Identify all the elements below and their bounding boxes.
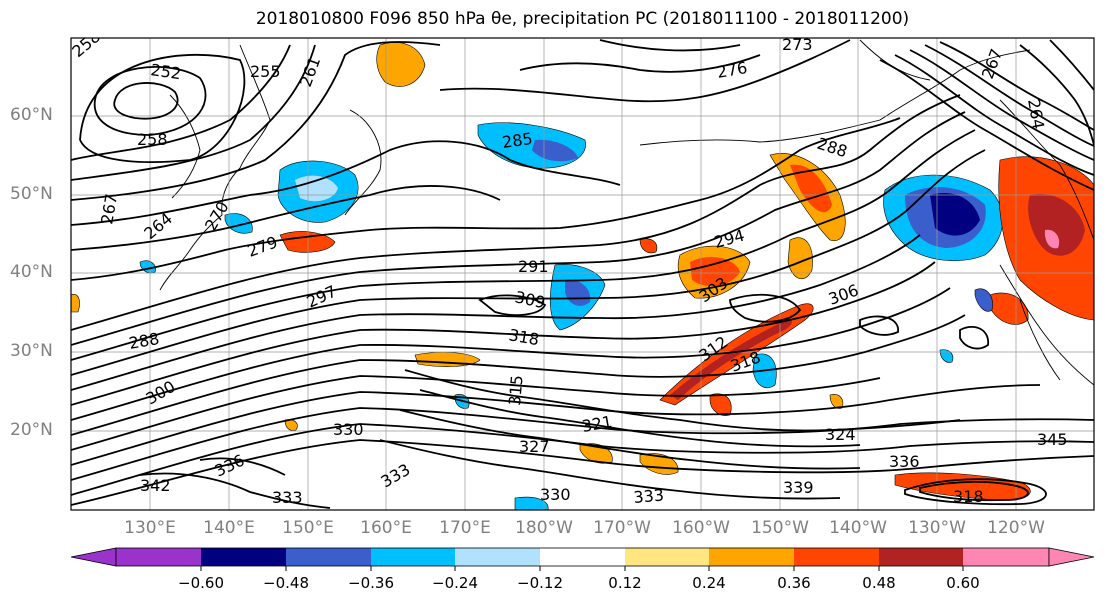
lon-label-180w: 180°W	[515, 518, 573, 538]
contour-label: 258	[137, 130, 168, 149]
colorbar-extend-high	[1048, 547, 1095, 567]
colorbar-tick-label: −0.36	[348, 574, 394, 592]
colorbar-segment	[540, 548, 625, 566]
contour-label: 327	[519, 437, 550, 456]
contour-labels: 258 252 255 261 273 276 267 264 258 285 …	[71, 35, 1068, 507]
lon-label-140e: 140°E	[203, 518, 255, 538]
theta-e-contours	[71, 39, 1094, 509]
colorbar-segment	[963, 548, 1049, 566]
colorbar-tick-label: 0.60	[946, 574, 980, 592]
map-area: 258 252 255 261 273 276 267 264 258 285 …	[71, 35, 1094, 510]
contour-label: 330	[540, 485, 571, 504]
lon-label-140w: 140°W	[829, 518, 887, 538]
lon-label-150e: 150°E	[282, 518, 334, 538]
lat-label-60n: 60°N	[10, 105, 53, 125]
contour-label: 339	[783, 478, 814, 497]
contour-label: 330	[333, 420, 364, 439]
lon-label-150w: 150°W	[751, 518, 809, 538]
colorbar-tick-label: −0.24	[432, 574, 478, 592]
colorbar-tick-label: 0.36	[777, 574, 811, 592]
contour-label: 285	[501, 129, 534, 152]
colorbar	[70, 547, 1095, 571]
lon-label-120w: 120°W	[987, 518, 1045, 538]
contour-label: 324	[825, 425, 856, 444]
lon-label-160e: 160°E	[360, 518, 412, 538]
colorbar-tick-label: 0.24	[692, 574, 726, 592]
lat-label-20n: 20°N	[10, 420, 53, 440]
map-title: 2018010800 F096 850 hPa θe, precipitatio…	[255, 9, 910, 29]
contour-label: 318	[953, 487, 984, 506]
colorbar-segment	[625, 548, 709, 566]
lat-label-50n: 50°N	[10, 184, 53, 204]
colorbar-segment	[116, 548, 201, 566]
contour-label: 252	[149, 60, 182, 83]
contour-label: 333	[272, 488, 303, 507]
lon-label-130e: 130°E	[124, 518, 176, 538]
colorbar-segment	[286, 548, 371, 566]
contour-label: 291	[518, 257, 549, 276]
colorbar-segment	[709, 548, 794, 566]
map-frame	[70, 37, 1095, 511]
colorbar-segment	[879, 548, 963, 566]
colorbar-tick-label: −0.48	[263, 574, 309, 592]
colorbar-segment	[455, 548, 540, 566]
colorbar-segment	[794, 548, 879, 566]
contour-label: 345	[1037, 430, 1068, 449]
colorbar-extend-low	[70, 547, 117, 567]
contour-label: 342	[140, 476, 171, 495]
contour-label: 333	[633, 485, 665, 507]
colorbar-segment	[201, 548, 286, 566]
contour-label: 315	[505, 374, 527, 406]
contour-label: 273	[782, 35, 813, 54]
contour-label: 336	[889, 452, 920, 471]
lon-label-170w: 170°W	[593, 518, 651, 538]
colorbar-tick-label: −0.12	[517, 574, 563, 592]
colorbar-tick-label: 0.48	[862, 574, 896, 592]
lon-label-160w: 160°W	[672, 518, 730, 538]
colorbar-tick-label: 0.12	[608, 574, 642, 592]
lat-label-30n: 30°N	[10, 341, 53, 361]
colorbar-segments	[115, 547, 1050, 567]
lat-label-40n: 40°N	[10, 262, 53, 282]
contour-label: 255	[250, 62, 281, 81]
colorbar-segment	[371, 548, 455, 566]
colorbar-tick-label: −0.60	[178, 574, 224, 592]
lon-label-130w: 130°W	[908, 518, 966, 538]
lon-label-170e: 170°E	[439, 518, 491, 538]
